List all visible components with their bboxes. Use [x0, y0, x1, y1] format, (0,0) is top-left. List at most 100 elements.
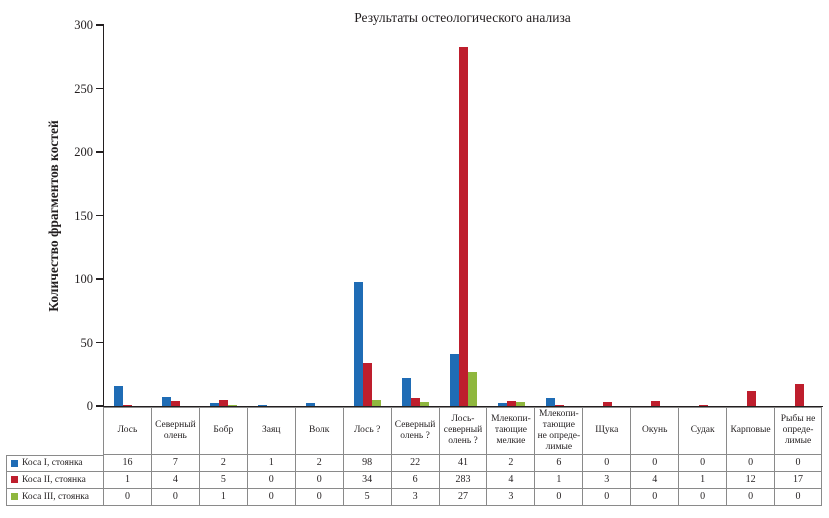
bar [123, 404, 133, 406]
value-cell: 0 [630, 454, 679, 472]
bar [746, 390, 756, 406]
value-cell: 0 [726, 488, 775, 506]
bar-group [727, 25, 775, 406]
category-header-cell: Северный олень [150, 406, 199, 455]
value-cell: 5 [342, 488, 391, 506]
y-tick-label: 250 [74, 81, 93, 96]
bar-group [535, 25, 583, 406]
bar-group [104, 25, 152, 406]
bar [467, 371, 477, 406]
value-cell: 7 [150, 454, 199, 472]
value-cell: 0 [294, 471, 343, 489]
y-tick-mark [96, 278, 104, 280]
value-cell: 41 [438, 454, 487, 472]
value-cell: 0 [678, 454, 727, 472]
value-cell: 12 [726, 471, 775, 489]
value-cell: 4 [630, 471, 679, 489]
bar [420, 402, 430, 406]
y-tick-label: 50 [80, 335, 94, 350]
y-tick-mark [96, 24, 104, 26]
category-header-cell: Рыбы не опреде- лимые [774, 406, 822, 455]
category-header-cell: Карповые [726, 406, 775, 455]
category-header-cell: Млекопи- тающие не опреде- лимые [534, 406, 583, 455]
value-cell: 34 [342, 471, 391, 489]
legend-label: Коса III, стоянка [22, 491, 89, 502]
category-header-cell: Лось ? [342, 406, 391, 455]
category-header-cell: Бобр [198, 406, 247, 455]
value-cell: 0 [294, 488, 343, 506]
bar [545, 398, 555, 406]
value-cell: 1 [198, 488, 247, 506]
value-cell: 0 [678, 488, 727, 506]
category-header-cell: Судак [678, 406, 727, 455]
category-header-cell: Заяц [246, 406, 295, 455]
bar [402, 378, 412, 406]
bar [506, 400, 516, 406]
bar-group [248, 25, 296, 406]
bar [698, 404, 708, 406]
value-cell: 1 [534, 471, 583, 489]
value-cell: 283 [438, 471, 487, 489]
plot-area [96, 24, 823, 407]
value-cell: 1 [678, 471, 727, 489]
value-cell: 17 [774, 471, 822, 489]
category-header-cell: Лось- северный олень ? [438, 406, 487, 455]
value-cell: 4 [150, 471, 199, 489]
category-header-cell: Северный олень ? [390, 406, 439, 455]
legend-swatch [11, 493, 18, 500]
value-cell: 1 [246, 454, 295, 472]
bar-group [344, 25, 392, 406]
value-cell: 22 [390, 454, 439, 472]
value-cell: 5 [198, 471, 247, 489]
y-tick-mark [96, 405, 104, 407]
value-cell: 1 [103, 471, 151, 489]
bar-group [296, 25, 344, 406]
value-cell: 6 [534, 454, 583, 472]
bar [554, 404, 564, 406]
chart-title: Результаты остеологического анализа [354, 10, 571, 25]
value-cell: 6 [390, 471, 439, 489]
bar [210, 403, 220, 406]
legend-label: Коса I, стоянка [22, 458, 83, 468]
bar [650, 400, 660, 406]
legend-cell: Коса I, стоянка [6, 454, 103, 472]
category-header-cell: Окунь [630, 406, 679, 455]
bar [162, 397, 172, 406]
category-header-cell: Волк [294, 406, 343, 455]
bar-group [200, 25, 248, 406]
value-cell: 0 [774, 488, 822, 506]
value-cell: 2 [294, 454, 343, 472]
y-tick-mark [96, 214, 104, 217]
bar-group [440, 25, 488, 406]
y-tick-mark [96, 341, 104, 344]
bar-group [487, 25, 535, 406]
bar-group [392, 25, 440, 406]
value-cell: 0 [103, 488, 151, 506]
bar [228, 404, 238, 406]
bar-group [631, 25, 679, 406]
bar [449, 353, 459, 406]
value-cell: 0 [630, 488, 679, 506]
bar [602, 402, 612, 406]
category-header-cell: Щука [582, 406, 631, 455]
value-cell: 2 [198, 454, 247, 472]
value-cell: 3 [390, 488, 439, 506]
value-cell: 16 [103, 454, 151, 472]
value-cell: 0 [246, 471, 295, 489]
bar [458, 46, 468, 406]
bar [372, 399, 382, 406]
table-corner-cell [6, 407, 103, 455]
value-cell: 0 [582, 488, 631, 506]
y-tick-mark [96, 87, 104, 90]
data-table: Лось Северный олень Бобр Заяц Волк Лось ? Севе… [6, 406, 822, 506]
bar-group [679, 25, 727, 406]
legend-swatch [11, 459, 18, 467]
bar [354, 281, 364, 406]
legend-label: Коса II, стоянка [22, 474, 86, 485]
value-cell: 0 [150, 488, 199, 506]
value-cell: 0 [726, 454, 775, 472]
legend-swatch [11, 476, 18, 483]
bar-group [775, 25, 823, 406]
value-cell: 27 [438, 488, 487, 506]
